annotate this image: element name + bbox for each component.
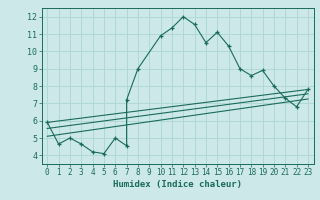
X-axis label: Humidex (Indice chaleur): Humidex (Indice chaleur) (113, 180, 242, 189)
